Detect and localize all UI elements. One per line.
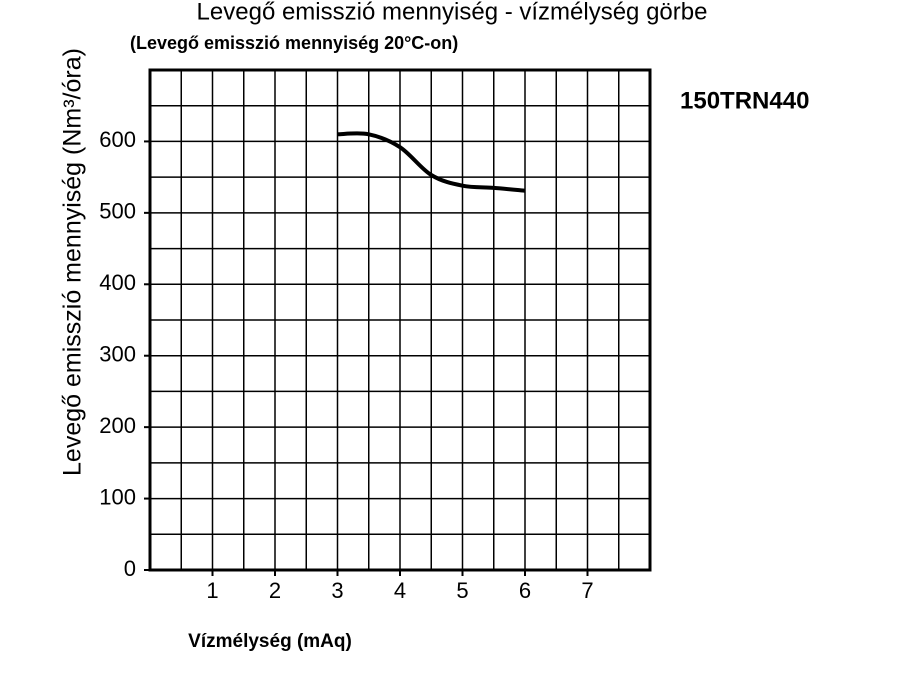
x-tick-label: 1 xyxy=(206,578,218,603)
y-tick-label: 400 xyxy=(99,270,136,295)
x-tick-label: 4 xyxy=(394,578,406,603)
x-tick-label: 2 xyxy=(269,578,281,603)
y-tick-label: 500 xyxy=(99,199,136,224)
y-tick-label: 200 xyxy=(99,413,136,438)
y-tick-label: 100 xyxy=(99,484,136,509)
y-axis-label: Levegő emisszió mennyiség (Nm³/óra) xyxy=(59,48,87,476)
chart-title: Levegő emisszió mennyiség - vízmélység g… xyxy=(197,0,708,25)
x-tick-label: 7 xyxy=(581,578,593,603)
y-tick-label: 600 xyxy=(99,127,136,152)
x-tick-label: 3 xyxy=(331,578,343,603)
y-tick-label: 0 xyxy=(124,556,136,581)
y-tick-label: 300 xyxy=(99,342,136,367)
data-line xyxy=(337,131,526,193)
x-axis-label: Vízmélység (mAq) xyxy=(188,631,352,652)
model-label: 150TRN440 xyxy=(680,87,809,114)
chart-subtitle: (Levegő emisszió mennyiség 20°C-on) xyxy=(130,33,458,53)
x-tick-label: 5 xyxy=(456,578,468,603)
x-tick-label: 6 xyxy=(519,578,531,603)
